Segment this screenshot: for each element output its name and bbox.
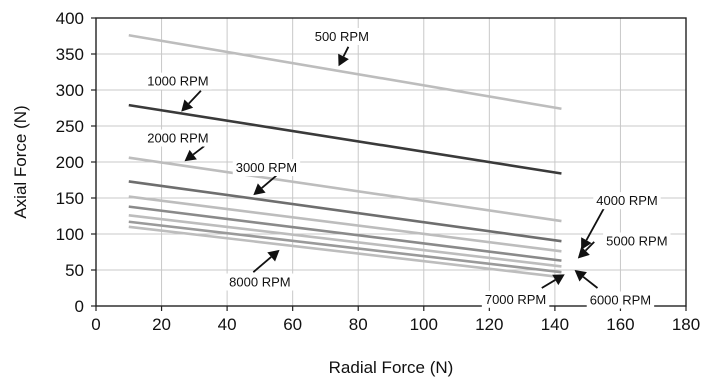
series-line — [128, 213, 562, 268]
y-tick-label: 250 — [56, 117, 84, 136]
series-line — [128, 205, 562, 262]
annotation-label-backing — [311, 28, 372, 45]
y-tick-label: 150 — [56, 189, 84, 208]
annotation-arrow-head — [184, 149, 197, 162]
y-tick-label: 50 — [65, 261, 84, 280]
annotation-arrow-head — [253, 183, 266, 196]
annotation-label: 7000 RPM — [485, 292, 546, 307]
y-tick-label: 300 — [56, 81, 84, 100]
annotation-arrow-head — [574, 270, 587, 282]
grid — [96, 18, 686, 306]
series-lines — [128, 33, 562, 279]
annotation-arrow-shaft — [584, 241, 595, 252]
annotation: 4000 RPM — [581, 192, 661, 250]
annotation-label-backing — [226, 273, 294, 291]
x-tick-label: 40 — [218, 315, 237, 334]
annotation-label: 5000 RPM — [606, 233, 667, 248]
annotation-arrow-shaft — [342, 46, 350, 57]
annotation-label: 8000 RPM — [229, 275, 290, 290]
annotation-arrow-shaft — [582, 276, 599, 289]
x-tick-label: 60 — [283, 315, 302, 334]
annotation: 5000 RPM — [577, 232, 671, 259]
annotation-arrow-head — [577, 246, 590, 259]
series-line — [128, 180, 562, 243]
annotation-label-backing — [586, 291, 655, 309]
y-tick-label: 350 — [56, 45, 84, 64]
x-axis-title: Radial Force (N) — [329, 358, 454, 377]
annotation-label-backing — [232, 159, 301, 177]
annotation-arrow-head — [581, 237, 592, 250]
y-axis-title: Axial Force (N) — [11, 105, 30, 218]
annotation-arrow-head — [267, 249, 280, 262]
annotation-arrow-head — [552, 274, 565, 286]
x-tick-label: 120 — [475, 315, 503, 334]
x-tick-label: 80 — [349, 315, 368, 334]
annotation-label-backing — [593, 192, 661, 210]
series-line — [128, 220, 562, 274]
series-line — [128, 195, 562, 253]
annotation: 3000 RPM — [232, 159, 301, 196]
annotation-arrow-shaft — [252, 256, 272, 273]
series-line — [128, 103, 562, 175]
tick-labels: 0 20 40 60 80 100 120 140 160 180 0 50 100 150 200 250 3… — [56, 9, 701, 334]
annotation-label-backing — [603, 232, 671, 250]
x-tick-label: 20 — [152, 315, 171, 334]
x-tick-label: 0 — [91, 315, 100, 334]
annotation-label: 6000 RPM — [590, 293, 651, 308]
annotation: 500 RPM — [311, 28, 372, 67]
x-tick-label: 100 — [410, 315, 438, 334]
annotation: 2000 RPM — [144, 129, 212, 162]
annotation-label: 2000 RPM — [147, 131, 208, 146]
annotation-arrow-shaft — [541, 279, 556, 289]
annotations: 500 RPM 1000 RPM 2000 RPM 3000 RPM 4000 RPM 5… — [144, 28, 671, 309]
annotation-label: 1000 RPM — [147, 74, 208, 89]
annotation-label: 500 RPM — [315, 29, 369, 44]
series-line — [128, 225, 562, 279]
y-tick-label: 0 — [75, 297, 84, 316]
annotation-arrow-shaft — [192, 145, 205, 156]
annotation-label-backing — [481, 290, 550, 308]
annotation: 6000 RPM — [574, 270, 655, 309]
annotation-label-backing — [144, 129, 212, 147]
x-tick-label: 140 — [541, 315, 569, 334]
annotation-label: 4000 RPM — [596, 193, 657, 208]
y-tick-label: 400 — [56, 9, 84, 28]
annotation-arrow-shaft — [188, 90, 202, 105]
annotation-label-backing — [144, 72, 212, 90]
x-tick-label: 180 — [672, 315, 700, 334]
series-line — [128, 156, 562, 223]
annotation: 8000 RPM — [226, 249, 294, 291]
annotation-arrow-shaft — [585, 207, 605, 241]
annotation: 1000 RPM — [144, 72, 212, 112]
annotation: 7000 RPM — [481, 274, 565, 308]
x-tick-label: 160 — [606, 315, 634, 334]
annotation-arrow-head — [338, 53, 349, 67]
annotation-arrow-head — [181, 99, 194, 112]
annotation-arrow-shaft — [261, 174, 277, 189]
series-line — [128, 33, 562, 111]
y-tick-label: 100 — [56, 225, 84, 244]
y-tick-label: 200 — [56, 153, 84, 172]
annotation-label: 3000 RPM — [236, 160, 297, 175]
